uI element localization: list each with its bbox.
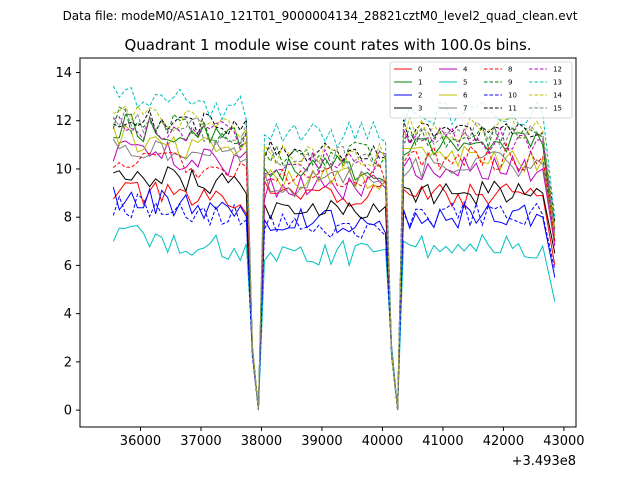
x-tick-label: 39000 — [301, 434, 342, 449]
series-line-0 — [112, 180, 556, 410]
series-line-4 — [112, 140, 556, 410]
legend-label-7: 7 — [463, 105, 467, 113]
legend-label-15: 15 — [553, 105, 562, 113]
y-tick-label: 12 — [55, 114, 72, 129]
series-line-9 — [112, 106, 556, 410]
chart-suptitle: Data file: modeM0/AS1A10_121T01_90000041… — [63, 9, 578, 23]
y-tick-label: 0 — [64, 404, 72, 419]
series-line-2 — [112, 186, 556, 410]
x-tick-label: 36000 — [120, 434, 161, 449]
legend-label-14: 14 — [553, 92, 562, 100]
x-tick-label: 38000 — [241, 434, 282, 449]
y-tick-label: 4 — [64, 307, 72, 322]
series-line-3 — [113, 166, 556, 410]
series-line-12 — [113, 115, 556, 410]
plot-frame — [79, 57, 577, 428]
legend-label-4: 4 — [463, 66, 468, 74]
legend-label-0: 0 — [418, 66, 422, 74]
legend-box — [389, 61, 573, 119]
legend-label-2: 2 — [418, 92, 422, 100]
series-line-8 — [112, 142, 556, 410]
x-tick-label: 37000 — [180, 434, 221, 449]
x-offset-label: +3.493e8 — [512, 454, 576, 469]
legend-label-9: 9 — [508, 79, 512, 87]
chart-title: Quadrant 1 module wise count rates with … — [124, 36, 531, 54]
y-tick-label: 14 — [55, 66, 72, 81]
series-line-5 — [112, 225, 556, 410]
x-tick-label: 42000 — [483, 434, 524, 449]
y-tick-label: 10 — [55, 162, 72, 177]
y-tick-label: 8 — [64, 211, 72, 226]
legend-label-13: 13 — [553, 79, 562, 87]
legend-label-11: 11 — [508, 105, 517, 113]
series-line-7 — [112, 138, 556, 410]
x-tick-label: 43000 — [543, 434, 584, 449]
legend-label-5: 5 — [463, 79, 467, 87]
legend-label-6: 6 — [463, 92, 468, 100]
y-tick-label: 2 — [64, 355, 72, 370]
legend-label-12: 12 — [553, 66, 562, 74]
series-layer — [112, 85, 556, 410]
legend-label-8: 8 — [508, 66, 512, 74]
series-line-6 — [112, 124, 556, 410]
y-tick-label: 6 — [64, 259, 72, 274]
axis-layer: 36000 37000 38000 39000 40000 41000 42000 43000… — [55, 66, 584, 449]
x-tick-label: 40000 — [362, 434, 403, 449]
legend-label-3: 3 — [418, 105, 422, 113]
legend-label-10: 10 — [508, 92, 517, 100]
series-line-10 — [112, 193, 556, 410]
legend-label-1: 1 — [418, 79, 422, 87]
x-tick-label: 41000 — [422, 434, 463, 449]
series-line-14 — [113, 105, 556, 410]
series-line-15 — [112, 107, 556, 410]
